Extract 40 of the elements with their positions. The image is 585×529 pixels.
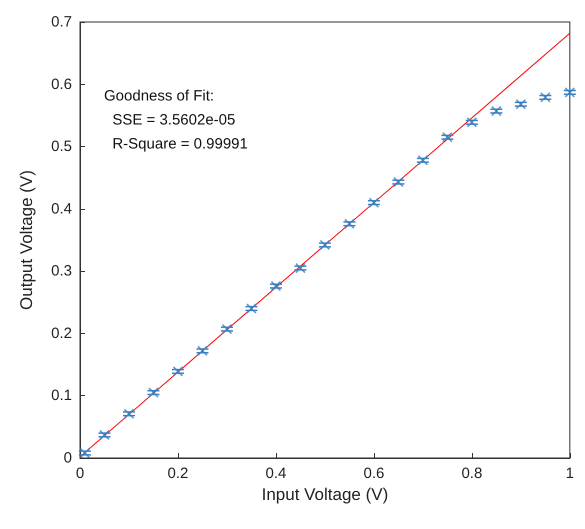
point (148, 387, 159, 398)
point (222, 324, 232, 334)
point (466, 116, 478, 128)
point (80, 448, 90, 458)
annotation: Goodness of Fit: (104, 88, 214, 104)
point (246, 303, 257, 314)
y-tick-label: 0.2 (51, 324, 72, 342)
x-tick-label: 0.8 (461, 465, 482, 482)
point (344, 218, 355, 230)
y-tick-label: 0 (64, 450, 72, 466)
point (418, 154, 428, 166)
annotation: SSE = 3.5602e-05 (104, 112, 236, 128)
point (540, 92, 551, 103)
y-tick-label: 0.4 (51, 200, 72, 218)
y-tick-label: 0.6 (51, 76, 72, 93)
point (442, 132, 453, 143)
point (564, 87, 576, 98)
x-tick-label: 1 (566, 465, 574, 482)
annotation: R-Square = 0.99991 (104, 136, 248, 152)
y-tick-label: 0.1 (51, 387, 72, 404)
point (197, 346, 208, 356)
point (295, 262, 306, 274)
x-tick-label: 0 (76, 465, 84, 482)
point (491, 106, 502, 116)
x-axis-title: Input Voltage (V) (262, 484, 388, 504)
y-tick-label: 0.5 (51, 138, 72, 156)
x-tick-label: 0.2 (168, 465, 188, 482)
point (270, 280, 282, 292)
y-tick-label: 0.3 (51, 262, 72, 280)
y-axis-title: Output Voltage (V) (17, 170, 36, 310)
y-tick-label: 0.7 (51, 14, 72, 30)
point (99, 430, 110, 440)
x-tick-label: 0.4 (266, 465, 286, 482)
point (172, 366, 184, 377)
point (393, 176, 404, 188)
point (124, 408, 134, 420)
x-tick-label: 0.6 (363, 465, 384, 482)
point (368, 197, 380, 208)
point (320, 240, 330, 250)
point (516, 98, 526, 110)
